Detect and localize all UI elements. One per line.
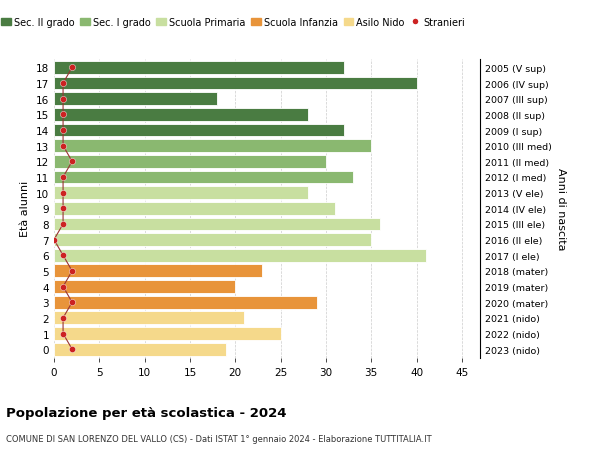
- Bar: [54, 202, 335, 215]
- Bar: [54, 265, 262, 278]
- Bar: [54, 156, 326, 168]
- Bar: [54, 343, 226, 356]
- Bar: [54, 187, 308, 200]
- Legend: Sec. II grado, Sec. I grado, Scuola Primaria, Scuola Infanzia, Asilo Nido, Stran: Sec. II grado, Sec. I grado, Scuola Prim…: [0, 14, 469, 32]
- Y-axis label: Età alunni: Età alunni: [20, 181, 31, 237]
- Bar: [54, 327, 281, 340]
- Bar: [54, 109, 308, 122]
- Bar: [54, 312, 244, 325]
- Bar: [54, 218, 380, 231]
- Bar: [54, 140, 371, 153]
- Bar: [54, 296, 317, 309]
- Text: COMUNE DI SAN LORENZO DEL VALLO (CS) - Dati ISTAT 1° gennaio 2024 - Elaborazione: COMUNE DI SAN LORENZO DEL VALLO (CS) - D…: [6, 434, 431, 443]
- Bar: [54, 234, 371, 246]
- Text: Popolazione per età scolastica - 2024: Popolazione per età scolastica - 2024: [6, 406, 287, 419]
- Bar: [54, 171, 353, 184]
- Bar: [54, 124, 344, 137]
- Bar: [54, 249, 425, 262]
- Y-axis label: Anni di nascita: Anni di nascita: [556, 168, 566, 250]
- Bar: [54, 93, 217, 106]
- Bar: [54, 62, 344, 75]
- Bar: [54, 78, 416, 90]
- Bar: [54, 280, 235, 293]
